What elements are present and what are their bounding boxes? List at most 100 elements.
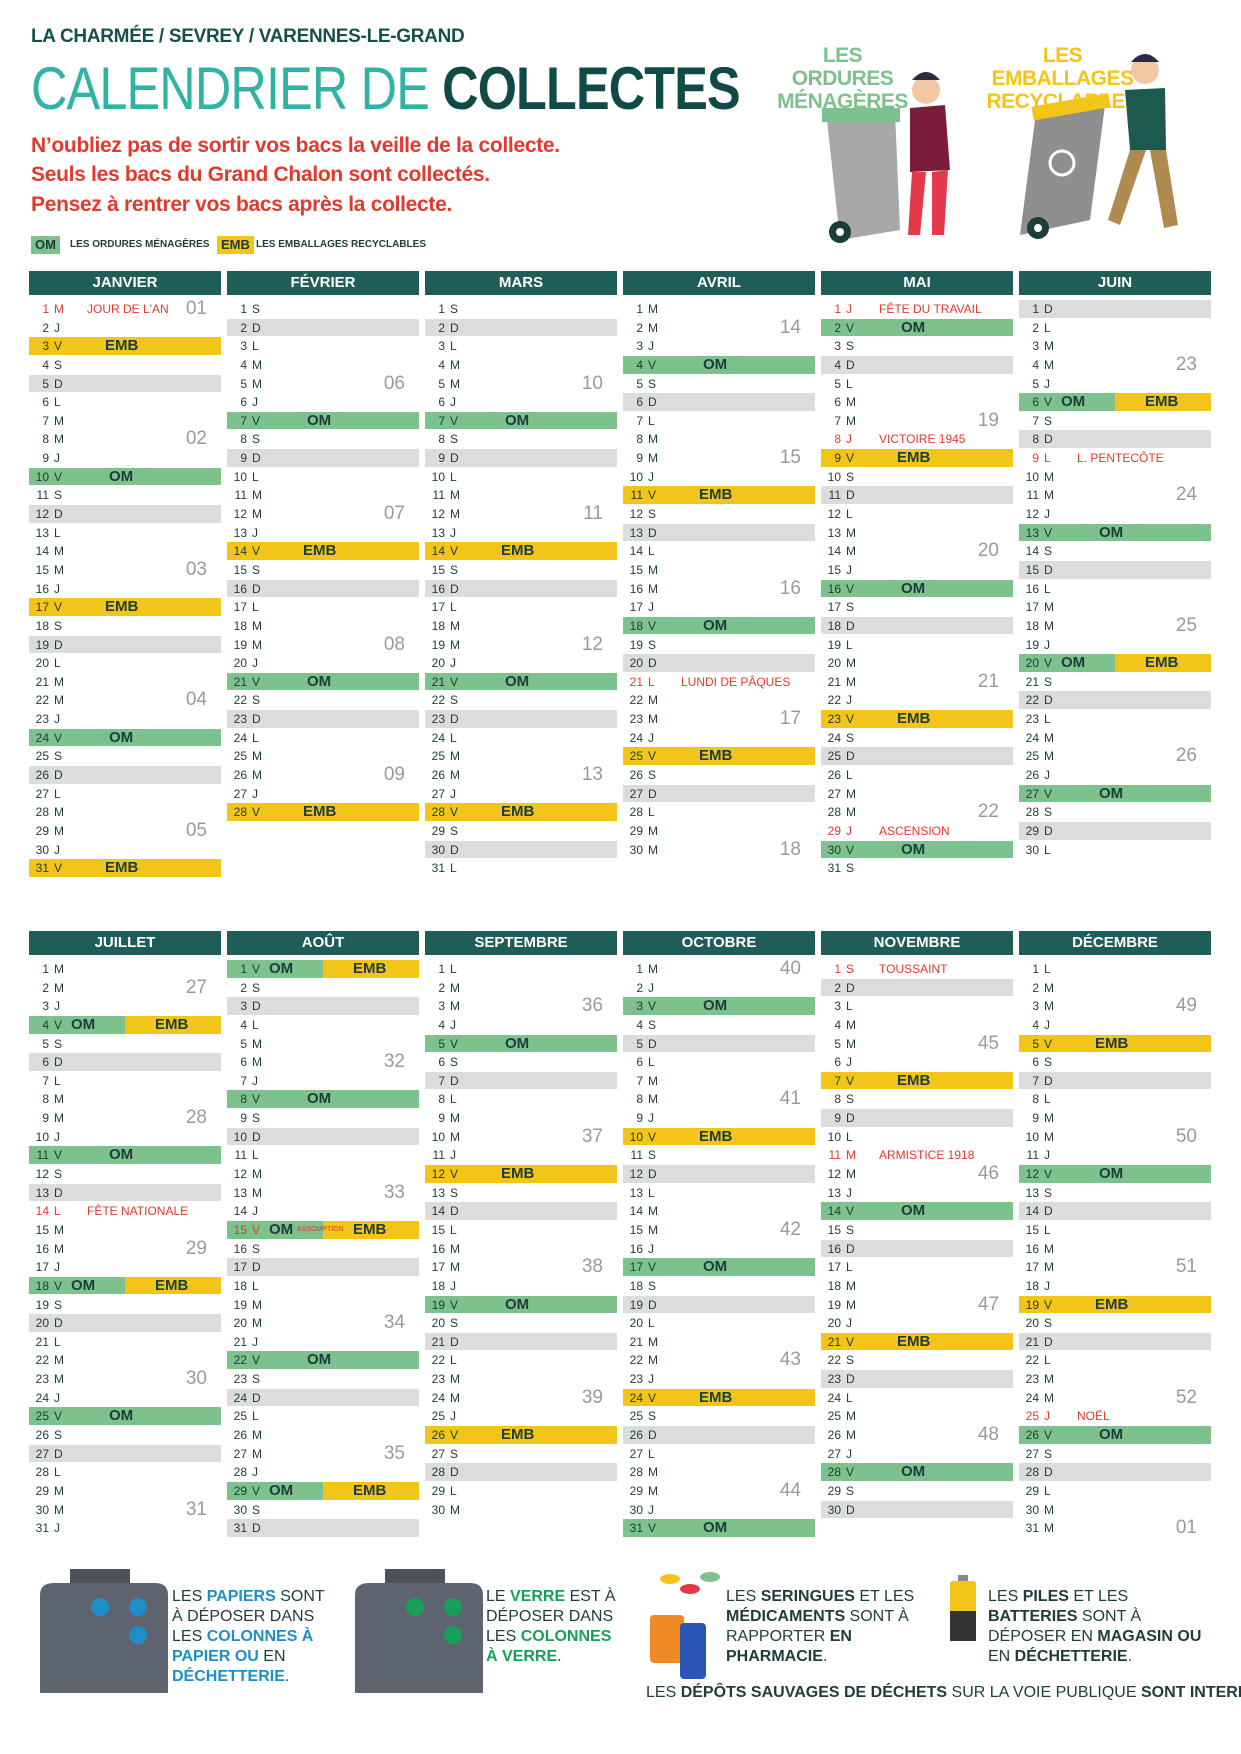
sunday-row	[425, 1202, 617, 1220]
day-number: 17	[1025, 600, 1039, 615]
day-number: 10	[233, 1129, 247, 1144]
legend-emb: EMB	[217, 236, 254, 254]
day-number: 2	[834, 320, 841, 335]
om-label: OM	[901, 579, 926, 597]
day-number: 9	[240, 1111, 247, 1126]
day-number: 9	[42, 451, 49, 466]
week-number: 47	[977, 1293, 999, 1315]
weekday: M	[450, 999, 460, 1014]
day-number: 14	[827, 544, 841, 559]
day-number: 7	[42, 413, 49, 428]
weekday: L	[846, 376, 853, 391]
day-number: 4	[1032, 1017, 1039, 1032]
text-part: LE	[486, 1588, 511, 1605]
day-number: 23	[629, 1372, 643, 1387]
day-number: 15	[431, 1222, 445, 1237]
day-number: 8	[240, 432, 247, 447]
day-number: 20	[233, 656, 247, 671]
day-number: 30	[629, 1502, 643, 1517]
om-label: OM	[1099, 1165, 1124, 1183]
day-number: 6	[1032, 395, 1039, 410]
day-number: 9	[1032, 1111, 1039, 1126]
emb-label: EMB	[897, 1071, 931, 1089]
om-cell	[227, 411, 419, 430]
weekday: M	[1044, 1502, 1054, 1517]
day-number: 16	[1025, 1241, 1039, 1256]
weekday: M	[54, 805, 64, 820]
weekday: V	[648, 357, 657, 372]
day-number: 16	[629, 581, 643, 596]
weekday: M	[1044, 618, 1054, 633]
weekday: L	[846, 507, 853, 522]
weekday: M	[54, 432, 64, 447]
weekday: S	[648, 376, 657, 391]
sunday-row	[623, 1034, 815, 1053]
emb-cell	[425, 1426, 617, 1444]
day-number: 7	[636, 1073, 643, 1088]
day-number: 24	[431, 1390, 445, 1405]
om-label: OM	[307, 411, 332, 429]
day-number: 13	[431, 1185, 445, 1200]
weekday: M	[450, 1241, 460, 1256]
day-number: 12	[629, 507, 643, 522]
weekday: S	[846, 1092, 855, 1107]
day-number: 27	[827, 1446, 841, 1461]
day-number: 14	[1025, 1204, 1039, 1219]
emb-label: EMB	[1095, 1295, 1129, 1313]
day-number: 19	[431, 1297, 445, 1312]
weekday: J	[1044, 1409, 1050, 1424]
day-number: 26	[629, 768, 643, 782]
day-number: 6	[438, 1055, 445, 1070]
emb-label: EMB	[105, 598, 139, 616]
text-part: EN	[258, 1648, 286, 1665]
day-number: 17	[431, 1260, 445, 1275]
week-number: 18	[779, 838, 801, 860]
info-glass: LE VERRE EST À DÉPOSER DANS LES COLONNES…	[486, 1587, 616, 1667]
caption-line: MÉNAGÈRES	[777, 90, 908, 113]
weekday: V	[1044, 1428, 1053, 1442]
day-number: 28	[827, 1465, 841, 1480]
month-header: AVRIL	[623, 271, 815, 295]
weekday: V	[1044, 786, 1053, 801]
om-label: OM	[1099, 784, 1124, 802]
weekday: J	[648, 469, 654, 484]
weekday: J	[450, 656, 456, 671]
day-number: 18	[629, 1278, 643, 1293]
weekday: D	[450, 1334, 459, 1349]
weekday: M	[846, 656, 856, 671]
weekday: D	[846, 1502, 855, 1517]
text-part: SUR LA VOIE PUBLIQUE	[947, 1684, 1141, 1701]
weekday: M	[252, 507, 262, 522]
emb-label: EMB	[105, 337, 139, 355]
day-number: 9	[834, 1111, 841, 1126]
day-number: 5	[42, 1036, 49, 1051]
weekday: J	[252, 525, 258, 540]
weekday: M	[252, 637, 262, 652]
week-number: 52	[1175, 1386, 1197, 1408]
weekday: V	[648, 1260, 657, 1275]
emb-cell	[29, 598, 221, 616]
day-number: 26	[233, 1428, 247, 1442]
holiday-label: JOUR DE L'AN	[87, 302, 169, 316]
sunday-row	[425, 318, 617, 337]
day-number: 7	[42, 1073, 49, 1088]
holiday-label: L. PENTECÔTE	[1077, 451, 1164, 466]
day-number: 2	[834, 980, 841, 995]
day-number: 23	[431, 1372, 445, 1387]
weekday: M	[252, 488, 262, 503]
weekday: D	[846, 488, 855, 503]
day-number: 5	[1032, 1036, 1039, 1051]
weekday: J	[450, 1148, 456, 1163]
week-number: 03	[185, 558, 207, 580]
day-number: 11	[234, 488, 247, 503]
week-number: 01	[185, 298, 207, 319]
weekday: D	[648, 786, 657, 801]
sunday-row	[227, 1388, 419, 1407]
om-label: OM	[505, 411, 530, 429]
weekday: D	[252, 320, 261, 335]
day-number: 6	[636, 1055, 643, 1070]
weekday: J	[1044, 637, 1050, 652]
week-number: 28	[185, 1107, 207, 1129]
day-number: 8	[438, 1092, 445, 1107]
month-header: MARS	[425, 271, 617, 295]
